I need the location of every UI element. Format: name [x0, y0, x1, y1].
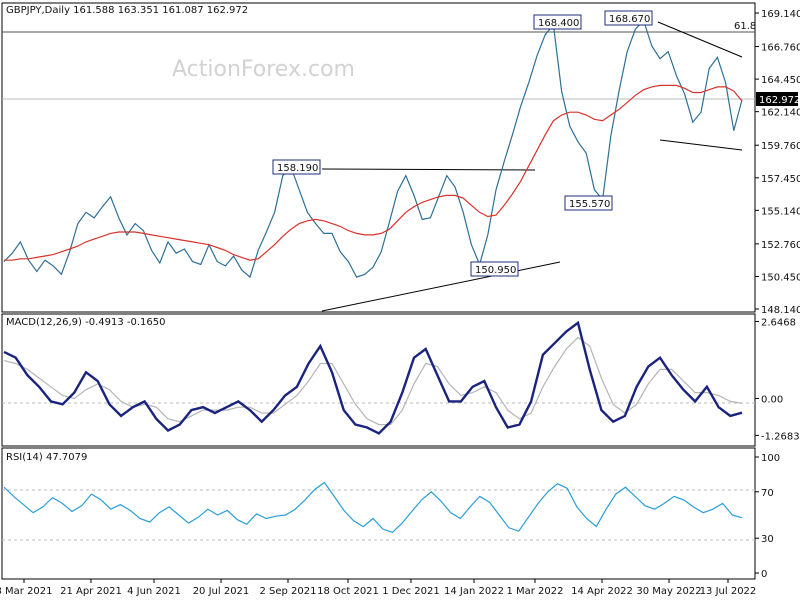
- price-series-line: [3, 19, 743, 279]
- price-y-tick-label: 155.140: [761, 206, 800, 217]
- rising-support-trendline: [321, 261, 561, 312]
- price-y-tick-label: 159.760: [761, 141, 800, 152]
- svg-text:168.670: 168.670: [609, 14, 650, 25]
- date-x-axis: 8 Mar 2021 21 Apr 2021 4 Jun 2021 20 Jul 20…: [0, 579, 756, 597]
- rsi-panel-title: RSI(14) 47.7079: [6, 452, 87, 463]
- annotation-150-950: 150.950: [470, 261, 519, 277]
- macd-y-tick-label: 0.00: [761, 394, 783, 405]
- rsi-y-tick-label: 70: [761, 488, 774, 499]
- svg-text:168.400: 168.400: [538, 18, 579, 29]
- svg-text:158.190: 158.190: [277, 163, 318, 174]
- x-tick-label: 21 Apr 2021: [60, 586, 122, 597]
- macd-y-tick-label: 2.6468: [761, 317, 796, 328]
- moving-average-line: [4, 84, 743, 261]
- rsi-y-tick-label: 100: [761, 453, 780, 464]
- x-tick-label: 20 Jul 2021: [193, 586, 250, 597]
- fib-61-8-label: 61.8: [734, 21, 756, 32]
- rsi-y-tick-label: 0: [761, 569, 767, 580]
- price-y-tick-label: 164.450: [761, 75, 800, 86]
- macd-signal-line: [3, 336, 743, 426]
- price-y-tick-label: 169.140: [761, 9, 800, 20]
- svg-text:162.972: 162.972: [759, 95, 800, 106]
- annotation-168-400: 168.400: [533, 14, 582, 30]
- x-tick-label: 8 Mar 2021: [0, 586, 53, 597]
- price-panel-frame: [1, 2, 756, 313]
- x-tick-label: 18 Oct 2021: [317, 586, 379, 597]
- annotation-158-190: 158.190: [272, 159, 321, 175]
- price-panel-title: GBPJPY,Daily 161.588 163.351 161.087 162…: [6, 5, 248, 16]
- macd-main-line: [3, 320, 743, 435]
- falling-resistance-trendline: [657, 21, 743, 58]
- price-y-tick-label: 150.450: [761, 272, 800, 283]
- watermark-text: ActionForex.com: [172, 57, 355, 82]
- last-price-badge: 162.972: [756, 92, 800, 106]
- resistance-trendline: [321, 168, 536, 171]
- x-tick-label: 13 Jul 2022: [700, 586, 757, 597]
- rsi-panel-frame: [1, 447, 756, 580]
- x-tick-label: 4 Jun 2021: [127, 586, 181, 597]
- x-tick-label: 2 Sep 2021: [259, 586, 316, 597]
- macd-y-axis: 2.6468 0.00 -1.2683: [755, 317, 800, 442]
- annotation-155-570: 155.570: [564, 195, 613, 211]
- svg-text:150.950: 150.950: [475, 265, 516, 276]
- macd-y-tick-label: -1.2683: [761, 431, 800, 442]
- macd-panel-title: MACD(12,26,9) -0.4913 -0.1650: [6, 317, 166, 328]
- price-y-tick-label: 152.760: [761, 240, 800, 251]
- rsi-y-tick-label: 30: [761, 534, 774, 545]
- x-tick-label: 1 Dec 2021: [382, 586, 440, 597]
- svg-text:155.570: 155.570: [569, 199, 610, 210]
- price-y-tick-label: 162.140: [761, 108, 800, 119]
- price-y-tick-label: 148.140: [761, 305, 800, 316]
- x-tick-label: 1 Mar 2022: [506, 586, 563, 597]
- falling-support-trendline: [659, 139, 743, 151]
- annotation-168-670: 168.670: [604, 10, 653, 26]
- price-y-tick-label: 157.450: [761, 174, 800, 185]
- x-tick-label: 14 Jan 2022: [444, 586, 504, 597]
- rsi-y-axis: 100 70 30 0: [755, 453, 780, 580]
- price-y-axis: 169.140 166.760 164.450 162.140 159.760 157.4…: [755, 9, 800, 316]
- x-tick-label: 14 Apr 2022: [571, 586, 633, 597]
- price-y-tick-label: 166.760: [761, 43, 800, 54]
- rsi-line: [3, 481, 743, 534]
- macd-panel-frame: [1, 313, 756, 447]
- x-tick-label: 30 May 2022: [636, 586, 701, 597]
